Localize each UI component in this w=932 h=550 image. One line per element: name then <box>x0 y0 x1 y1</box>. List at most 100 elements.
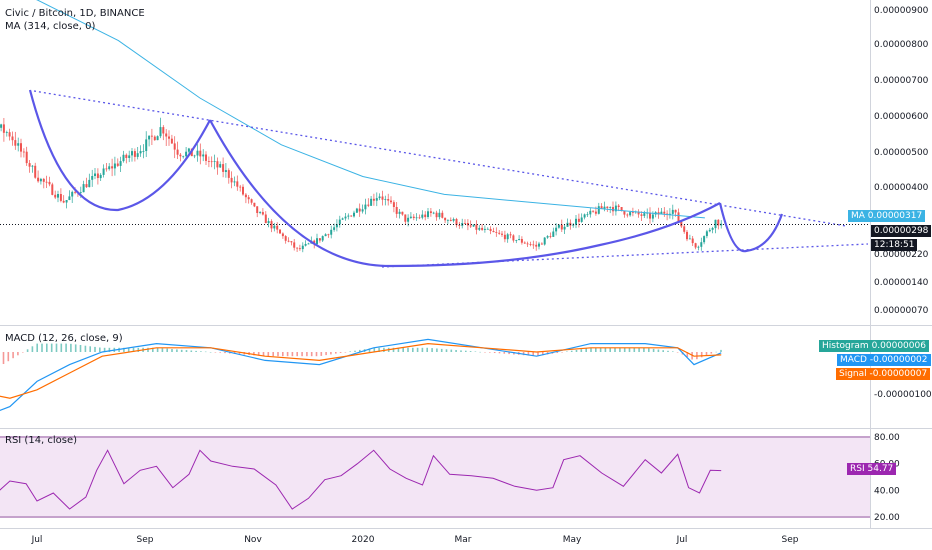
candle-body <box>199 150 202 157</box>
signal-badge-value: -0.00000007 <box>869 369 928 379</box>
macd-histogram-bar <box>657 349 660 352</box>
macd-histogram-bar <box>339 352 342 353</box>
candle-body <box>290 241 293 243</box>
macd-histogram-bar <box>99 347 101 352</box>
candle-body <box>5 132 8 133</box>
candle-body <box>560 224 563 230</box>
candle-body <box>549 236 552 237</box>
macd-histogram-bar <box>282 352 284 357</box>
candle-body <box>224 170 227 172</box>
candle-body <box>128 155 131 158</box>
macd-histogram-bar <box>479 351 481 353</box>
candle-body <box>148 135 151 140</box>
candle-body <box>179 154 182 157</box>
candle-body <box>478 227 481 230</box>
rsi-indicator-label[interactable]: RSI (14, close) <box>5 435 78 446</box>
candle-body <box>703 236 706 243</box>
macd-histogram-bar <box>465 350 467 352</box>
candle-body <box>17 143 20 146</box>
candle-body <box>54 194 57 198</box>
candle-body <box>85 184 88 188</box>
candle-body <box>589 210 592 215</box>
candle-body <box>350 215 353 217</box>
candle-body <box>202 154 205 157</box>
candle-body <box>341 218 344 220</box>
candle-body <box>8 132 11 137</box>
macd-histogram-bar <box>686 352 689 357</box>
upper-trendline <box>33 90 847 227</box>
candle-body <box>407 217 410 222</box>
candle-body <box>51 184 54 195</box>
macd-histogram-bar <box>460 350 462 352</box>
macd-histogram-bar <box>407 347 409 352</box>
macd-histogram-bar <box>426 347 428 352</box>
rsi-tick-label: 40.00 <box>874 486 900 496</box>
candle-body <box>412 216 415 218</box>
macd-histogram-bar <box>330 352 332 355</box>
candle-body <box>694 243 697 248</box>
macd-tick-label: -0.00000100 <box>874 390 932 400</box>
candle-body <box>526 243 529 245</box>
ma-indicator-label[interactable]: MA (314, close, 0) <box>5 21 96 32</box>
candle-body <box>429 211 432 213</box>
macd-histogram-bar <box>537 352 539 356</box>
macd-histogram-bar <box>609 347 611 352</box>
candle-body <box>720 223 723 226</box>
macd-histogram-bar <box>195 350 197 352</box>
candle-body <box>216 161 219 168</box>
macd-histogram-bar <box>190 350 193 352</box>
candle-body <box>250 199 253 203</box>
candle-body <box>59 194 62 201</box>
candle-body <box>398 211 401 214</box>
macd-histogram-bar <box>643 347 645 352</box>
rsi-band <box>0 437 870 517</box>
last-price-value: 0.00000298 <box>874 226 929 236</box>
candle-body <box>464 223 466 224</box>
macd-histogram-bar <box>416 347 419 352</box>
time-tick-label: Jul <box>31 535 43 545</box>
candle-body <box>207 161 210 162</box>
macd-histogram-bar <box>272 352 274 357</box>
candle-body <box>173 143 176 150</box>
candle-body <box>492 231 495 233</box>
macd-histogram-bar <box>344 352 347 353</box>
macd-histogram-bar <box>108 347 111 352</box>
macd-histogram-bar <box>74 344 77 352</box>
macd-indicator-label[interactable]: MACD (12, 26, close, 9) <box>5 333 123 344</box>
candle-body <box>637 211 640 215</box>
macd-histogram-bar <box>392 347 395 352</box>
candle-body <box>651 214 654 219</box>
candle-body <box>88 179 91 188</box>
rsi-badge-name: RSI <box>850 464 865 474</box>
candle-body <box>370 198 373 206</box>
candle-body <box>99 174 102 179</box>
macd-histogram-bar <box>397 347 400 352</box>
macd-badge: MACD -0.00000002 <box>837 354 931 366</box>
candle-body <box>535 244 538 247</box>
candle-body <box>298 248 301 250</box>
candle-body <box>139 151 142 154</box>
macd-histogram-bar <box>561 352 563 353</box>
candle-body <box>79 192 82 193</box>
macd-histogram-bar <box>542 352 544 356</box>
candle-body <box>91 176 94 180</box>
macd-histogram-bar <box>171 349 173 352</box>
candle-body <box>375 198 378 201</box>
ma-badge-name: MA <box>851 211 865 221</box>
candlestick-series <box>0 117 723 253</box>
chart-title[interactable]: Civic / Bitcoin, 1D, BINANCE <box>5 8 145 19</box>
candle-body <box>660 211 663 215</box>
time-tick-label: Jul <box>676 535 688 545</box>
macd-histogram-bar <box>705 352 708 356</box>
candle-body <box>557 224 560 228</box>
candle-body <box>187 148 190 152</box>
candle-body <box>631 212 634 213</box>
candle-body <box>62 200 65 203</box>
macd-histogram-bar <box>180 349 183 352</box>
macd-histogram-bar <box>46 343 48 352</box>
macd-histogram-bar <box>132 347 135 352</box>
histogram-badge-name: Histogram <box>822 341 869 351</box>
macd-histogram-bar <box>161 348 164 352</box>
candle-body <box>14 140 17 146</box>
macd-histogram-bar <box>137 347 140 352</box>
